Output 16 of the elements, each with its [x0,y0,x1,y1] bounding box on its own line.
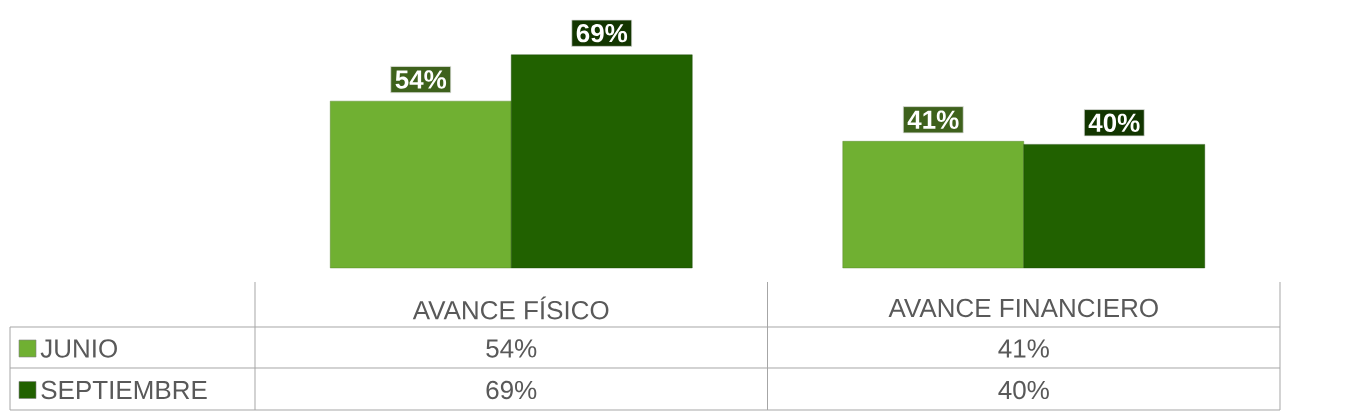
text: 54% [395,70,447,89]
legend-label: JUNIO [40,339,117,358]
bar [330,100,512,269]
x-tick-label: AVANCE FÍSICO [412,296,609,320]
bar [1023,144,1205,269]
bar [511,54,693,269]
legend-label: SEPTIEMBRE [41,380,207,400]
text: 41% [907,110,959,129]
bar [842,141,1024,269]
text: 69% [576,23,628,43]
x-tick-label: AVANCE FINANCIERO [888,298,1158,318]
data-label: 41% [998,339,1049,358]
data-label: 69% [486,380,537,400]
data-label: 54% [486,339,537,358]
text: 40% [1088,113,1140,132]
data-label: 40% [998,380,1049,400]
